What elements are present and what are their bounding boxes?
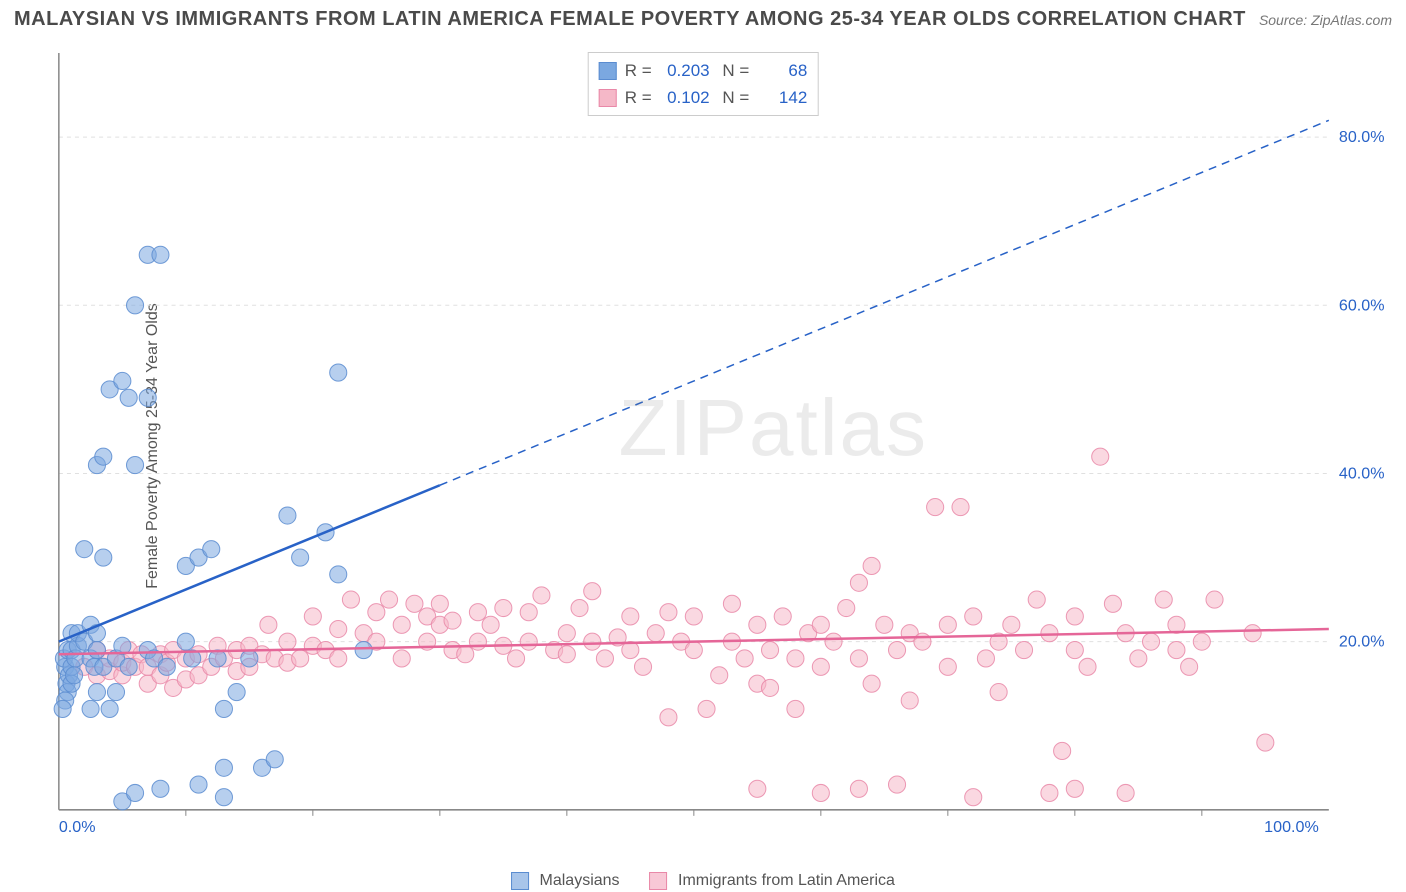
legend-label-0: Malaysians [540,872,620,889]
stats-swatch-1 [599,89,617,107]
legend-item: Immigrants from Latin America [650,872,895,890]
stats-row: R = 0.102 N = 142 [599,84,808,111]
svg-text:40.0%: 40.0% [1339,465,1385,483]
stats-n-0: 68 [757,57,807,84]
legend-label-1: Immigrants from Latin America [678,872,895,889]
source-label: Source: ZipAtlas.com [1259,12,1392,28]
svg-text:80.0%: 80.0% [1339,128,1385,146]
stats-swatch-0 [599,62,617,80]
stats-r-1: 0.102 [660,84,710,111]
svg-text:60.0%: 60.0% [1339,296,1385,314]
scatter-chart: 20.0% 40.0% 60.0% 80.0% 0.0% 100.0% [50,45,1390,840]
stats-row: R = 0.203 N = 68 [599,57,808,84]
svg-text:0.0%: 0.0% [59,818,96,836]
svg-text:20.0%: 20.0% [1339,633,1385,651]
legend-swatch-0 [511,872,529,890]
legend-bottom: Malaysians Immigrants from Latin America [511,872,895,890]
legend-item: Malaysians [511,872,619,890]
legend-swatch-1 [650,872,668,890]
stats-legend: R = 0.203 N = 68 R = 0.102 N = 142 [588,52,819,116]
stats-n-1: 142 [757,84,807,111]
title-bar: MALAYSIAN VS IMMIGRANTS FROM LATIN AMERI… [14,8,1392,31]
chart-title: MALAYSIAN VS IMMIGRANTS FROM LATIN AMERI… [14,8,1246,31]
svg-text:100.0%: 100.0% [1264,818,1319,836]
stats-r-0: 0.203 [660,57,710,84]
